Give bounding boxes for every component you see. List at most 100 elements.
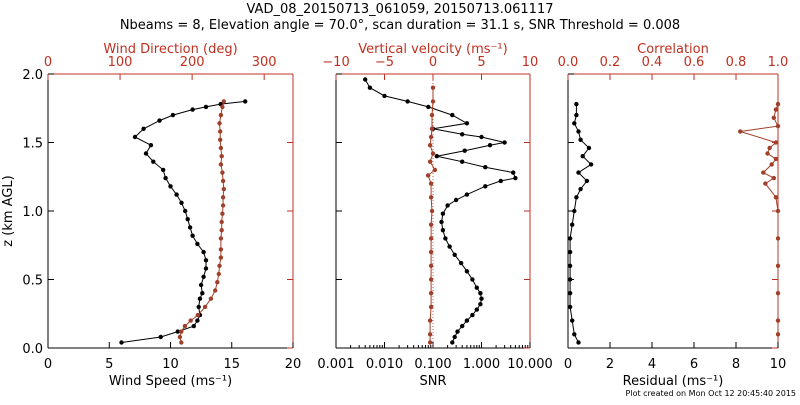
series-2-point [218,137,223,142]
series-2-point [220,195,226,200]
x-bottom-axis-label: SNR [419,374,446,389]
series-1-point [243,99,248,104]
series-2-point [775,123,781,129]
series-1-point [179,200,184,205]
series-1-point [197,296,203,301]
series-1-point [382,93,387,99]
series-2-point [429,112,435,118]
panel-2: 0.001 0.010 0.100 1.000 10.000 SNR −10 −5 0 5 10 Ve… [317,42,552,389]
series-1-point [450,340,455,345]
series-1-point [513,175,518,181]
series-1-point [470,312,475,318]
series-2-point [425,173,431,178]
series-1-point [460,132,465,137]
series-1-point [567,277,573,282]
series-2-point [221,186,226,192]
series-2-point [217,121,222,126]
y-tick-label: 2.0 [22,68,43,83]
series-2-point [218,247,224,252]
x-top-tick-label: 300 [252,55,277,70]
series-1-point [450,112,455,118]
series-1-point [464,269,470,274]
x-bottom-tick-label: 0 [564,357,572,372]
series-1-point [478,291,483,296]
x-bottom-tick-label: 10 [162,357,179,372]
series-1-point [479,296,484,301]
y-tick-label: 1.5 [22,137,43,152]
series-2-point [179,329,184,334]
y-tick-label: 0.5 [22,274,43,289]
series-2-point [429,126,435,131]
series-2-point [218,255,224,260]
series-1-point [474,307,479,312]
series-1-point [470,277,475,282]
figure-title-line1: VAD_08_20150713_061059, 20150713.061117 [247,2,554,17]
series-2-point [219,219,224,225]
x-bottom-tick-label: 5 [105,357,113,372]
series-1-point [460,159,465,164]
series-2-point [215,280,220,285]
series-2-point [432,167,438,173]
series-2-point [188,318,193,323]
x-bottom-tick-label: 0 [44,357,52,372]
series-2-point [773,140,779,145]
series-1-point [498,178,503,184]
series-2-point [427,332,433,337]
series-2-point [773,107,779,112]
x-bottom-tick-label: 6 [690,357,698,372]
series-1-point [584,178,590,184]
series-2-point [738,129,743,134]
series-2-point [220,203,226,208]
x-bottom-tick-label: 1.000 [463,357,500,372]
series-2-point [428,195,434,200]
x-bottom-tick-label: 15 [223,357,240,372]
series-2-point [427,159,433,164]
x-bottom-tick-label: 0.100 [414,357,451,372]
series-2-point [767,145,772,151]
series-1-point [455,329,460,334]
series-1-point [580,154,585,159]
series-1-point [572,208,577,214]
series-1-line [121,100,246,343]
series-1-point [158,334,163,340]
series-1-point [426,104,431,110]
series-1-point [203,104,209,110]
y-tick-label: 1.0 [22,205,43,220]
series-2-point [220,178,226,184]
series-2-point [428,277,434,282]
series-1-point [464,121,470,126]
series-1-point [570,222,575,227]
series-1-point [143,151,149,156]
series-2-point [428,181,434,186]
x-bottom-axis-label: Wind Speed (ms⁻¹) [109,374,232,389]
series-1-point [203,258,209,263]
series-2-point [775,318,781,323]
x-bottom-tick-label: 20 [285,357,302,372]
series-2-point [218,129,223,134]
series-2-point [428,263,434,268]
series-2-point [428,304,434,310]
series-1-line [364,79,517,343]
series-2-point [773,195,779,200]
series-2-point [763,181,768,186]
series-1-point [183,208,188,214]
series-2-point [428,291,434,296]
x-top-tick-label: 0.8 [726,55,747,70]
series-1-point [462,148,467,153]
series-1-point [185,217,190,222]
x-top-tick-label: −10 [322,55,349,70]
x-top-tick-label: 0.4 [642,55,663,70]
series-1-point [191,323,196,329]
series-1-point [367,85,373,90]
series-1-point [439,219,444,225]
series-1-point [198,282,204,288]
series-1-point [201,249,206,255]
series-1-point [574,112,579,118]
series-2-point [761,170,766,175]
x-top-tick-label: 100 [108,55,133,70]
series-1-point [578,137,583,142]
x-top-tick-label: 0 [429,55,437,70]
series-2-point [775,101,781,107]
